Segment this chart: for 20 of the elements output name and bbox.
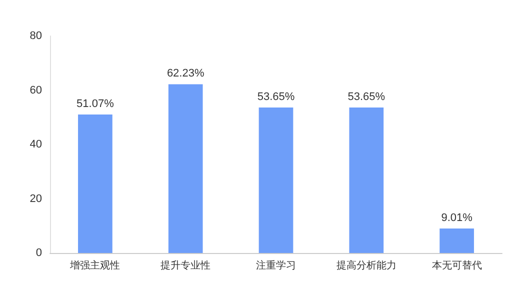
- x-tick-label: 增强主观性: [69, 260, 120, 272]
- data-label: 53.65%: [348, 90, 386, 103]
- x-tick-label: 注重学习: [256, 260, 296, 272]
- y-tick-label: 0: [36, 247, 42, 259]
- data-label: 62.23%: [166, 68, 204, 80]
- y-tick-label: 60: [30, 84, 42, 96]
- y-tick-label: 40: [30, 138, 42, 150]
- bar: [168, 84, 203, 253]
- data-label: 53.65%: [257, 90, 295, 103]
- bar: [349, 107, 384, 253]
- x-tick-label: 本无可替代: [432, 260, 482, 272]
- y-tick-label: 20: [30, 192, 42, 205]
- bar: [78, 114, 112, 253]
- x-tick-label: 提高分析能力: [336, 260, 396, 272]
- data-label: 51.07%: [76, 98, 114, 110]
- data-label: 9.01%: [441, 212, 473, 224]
- bar: [440, 228, 474, 253]
- y-tick-label: 80: [30, 30, 42, 42]
- x-tick-label: 提升专业性: [160, 260, 211, 272]
- bar: [258, 107, 294, 253]
